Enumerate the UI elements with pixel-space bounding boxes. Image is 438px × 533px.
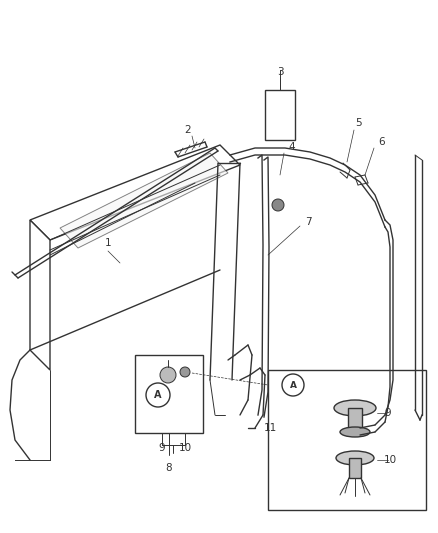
Bar — [135, 355, 203, 433]
Text: 8: 8 — [166, 463, 172, 473]
Polygon shape — [30, 220, 50, 370]
Ellipse shape — [336, 451, 374, 465]
Text: 9: 9 — [159, 443, 165, 453]
Text: 9: 9 — [385, 408, 391, 418]
Ellipse shape — [334, 400, 376, 416]
Text: 11: 11 — [263, 423, 277, 433]
Circle shape — [146, 383, 170, 407]
Polygon shape — [60, 153, 228, 248]
Ellipse shape — [340, 427, 370, 437]
Text: 3: 3 — [277, 67, 283, 77]
Text: 6: 6 — [379, 137, 385, 147]
Text: 10: 10 — [178, 443, 191, 453]
Circle shape — [272, 199, 284, 211]
Text: 10: 10 — [383, 455, 396, 465]
Text: 1: 1 — [105, 238, 111, 248]
Text: 4: 4 — [289, 142, 295, 152]
Text: A: A — [290, 381, 297, 390]
Text: 2: 2 — [185, 125, 191, 135]
Text: 7: 7 — [305, 217, 311, 227]
Polygon shape — [30, 145, 240, 240]
Circle shape — [282, 374, 304, 396]
Bar — [265, 90, 295, 140]
Circle shape — [160, 367, 176, 383]
Circle shape — [180, 367, 190, 377]
Bar — [348, 408, 362, 432]
Text: 5: 5 — [355, 118, 361, 128]
Bar — [268, 370, 426, 510]
Bar — [349, 458, 361, 478]
Text: A: A — [154, 390, 162, 400]
